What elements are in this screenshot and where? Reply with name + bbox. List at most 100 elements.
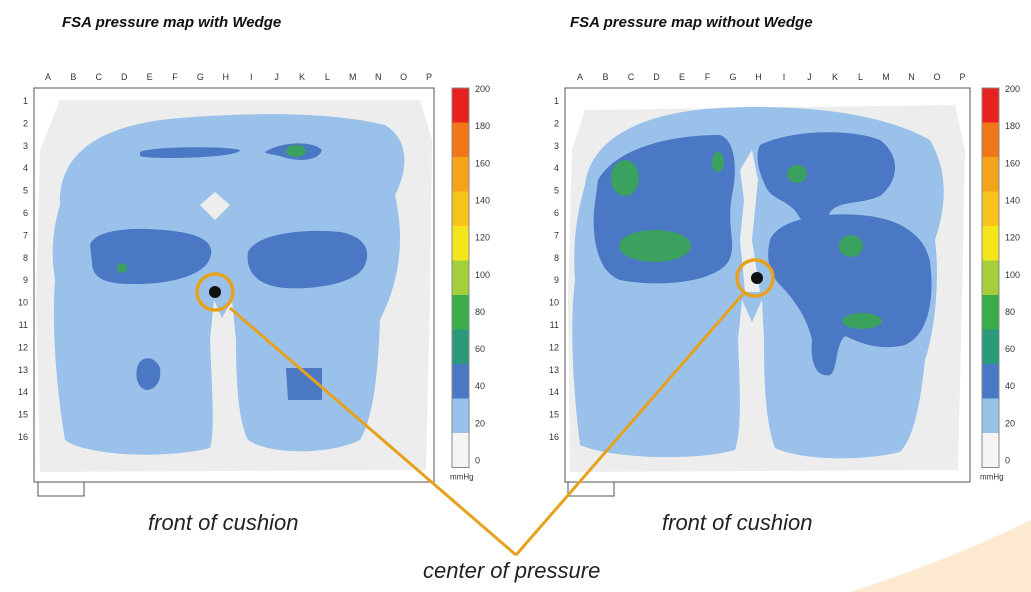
scale-border: [451, 87, 470, 468]
scale-tick-label: 140: [475, 195, 490, 205]
right-column-label: F: [705, 72, 711, 82]
right-column-label: L: [858, 72, 863, 82]
scale-tick-label: 180: [1005, 121, 1020, 131]
left-column-label: O: [400, 72, 407, 82]
scale-border: [981, 87, 1000, 468]
right-column-label: B: [602, 72, 608, 82]
scale-unit-label: mmHg: [450, 473, 474, 482]
left-row-label: 16: [18, 432, 28, 442]
right-green-spot-top-center: [712, 152, 724, 172]
right-row-label: 12: [549, 342, 559, 352]
scale-tick-label: 200: [475, 84, 490, 94]
left-medium-zone-small-right: [286, 368, 322, 400]
scale-segment: [982, 88, 999, 123]
left-column-label: G: [197, 72, 204, 82]
left-chart-title: FSA pressure map with Wedge: [62, 14, 282, 31]
scale-tick-label: 20: [1005, 418, 1015, 428]
scale-tick-label: 60: [475, 344, 485, 354]
scale-tick-label: 40: [1005, 381, 1015, 391]
left-column-labels: A B C D E F G H I J K L M N O P: [45, 72, 432, 82]
left-row-label: 2: [23, 118, 28, 128]
right-row-label: 14: [549, 387, 559, 397]
left-column-label: H: [223, 72, 230, 82]
right-row-label: 15: [549, 410, 559, 420]
left-column-label: L: [325, 72, 330, 82]
right-medium-zone-right: [768, 214, 932, 376]
right-column-label: C: [628, 72, 635, 82]
scale-tick-label: 60: [1005, 344, 1015, 354]
right-chart-title: FSA pressure map without Wedge: [570, 14, 813, 31]
scale-segment: [982, 329, 999, 364]
scale-segment: [982, 433, 999, 468]
right-row-label: 4: [554, 163, 559, 173]
right-column-label: P: [959, 72, 965, 82]
right-green-spot-left-large: [619, 230, 691, 262]
left-green-spot-left: [117, 263, 127, 273]
scale-tick-label: 140: [1005, 195, 1020, 205]
scale-tick-label: 0: [1005, 456, 1010, 466]
left-pressure-gap: [200, 192, 230, 220]
left-row-label: 5: [23, 186, 28, 196]
scale-segment: [452, 295, 469, 330]
left-row-label: 12: [18, 342, 28, 352]
scale-segment: [452, 88, 469, 123]
right-cushion-tab: [567, 481, 615, 497]
left-row-label: 15: [18, 410, 28, 420]
left-row-label: 9: [23, 275, 28, 285]
right-column-labels: A B C D E F G H I J K L M N O P: [577, 72, 966, 82]
scale-segment: [452, 398, 469, 433]
left-center-of-pressure-marker: [209, 286, 221, 298]
right-green-spot-lower: [842, 313, 882, 329]
scale-tick-label: 20: [475, 418, 485, 428]
left-column-label: F: [172, 72, 178, 82]
left-column-label: D: [121, 72, 128, 82]
right-row-label: 9: [554, 275, 559, 285]
scale-segment: [982, 191, 999, 226]
left-front-caption: front of cushion: [148, 510, 299, 535]
scale-segment: [982, 398, 999, 433]
left-row-label: 10: [18, 298, 28, 308]
left-column-label: A: [45, 72, 51, 82]
left-column-label: K: [299, 72, 305, 82]
right-green-spot-top-right: [787, 165, 807, 183]
left-column-label: C: [96, 72, 103, 82]
scale-segment: [452, 433, 469, 468]
scale-segment: [452, 329, 469, 364]
scale-segment: [452, 122, 469, 157]
scale-tick-label: 100: [1005, 270, 1020, 280]
right-center-of-pressure-marker: [751, 272, 763, 284]
right-row-label: 1: [554, 96, 559, 106]
left-row-label: 11: [19, 320, 28, 330]
right-row-label: 2: [554, 118, 559, 128]
scale-segment: [982, 260, 999, 295]
scale-tick-label: 180: [475, 121, 490, 131]
scale-segment: [982, 122, 999, 157]
scale-tick-label: 160: [475, 158, 490, 168]
right-row-label: 7: [554, 230, 559, 240]
left-row-label: 1: [23, 96, 28, 106]
right-row-label: 10: [549, 298, 559, 308]
right-green-spot-right: [839, 235, 863, 257]
left-column-label: E: [147, 72, 153, 82]
right-row-label: 16: [549, 432, 559, 442]
scale-tick-label: 40: [475, 381, 485, 391]
right-column-label: J: [807, 72, 812, 82]
left-column-label: I: [250, 72, 253, 82]
left-row-label: 3: [23, 141, 28, 151]
scale-segment: [452, 191, 469, 226]
left-medium-zone-upper: [140, 147, 240, 158]
scale-segment: [452, 260, 469, 295]
left-column-label: N: [375, 72, 382, 82]
right-column-label: O: [933, 72, 940, 82]
scale-tick-label: 160: [1005, 158, 1020, 168]
scale-segment: [452, 364, 469, 399]
right-column-label: M: [882, 72, 890, 82]
scale-tick-label: 100: [475, 270, 490, 280]
scale-tick-label: 0: [475, 456, 480, 466]
right-column-label: N: [908, 72, 915, 82]
